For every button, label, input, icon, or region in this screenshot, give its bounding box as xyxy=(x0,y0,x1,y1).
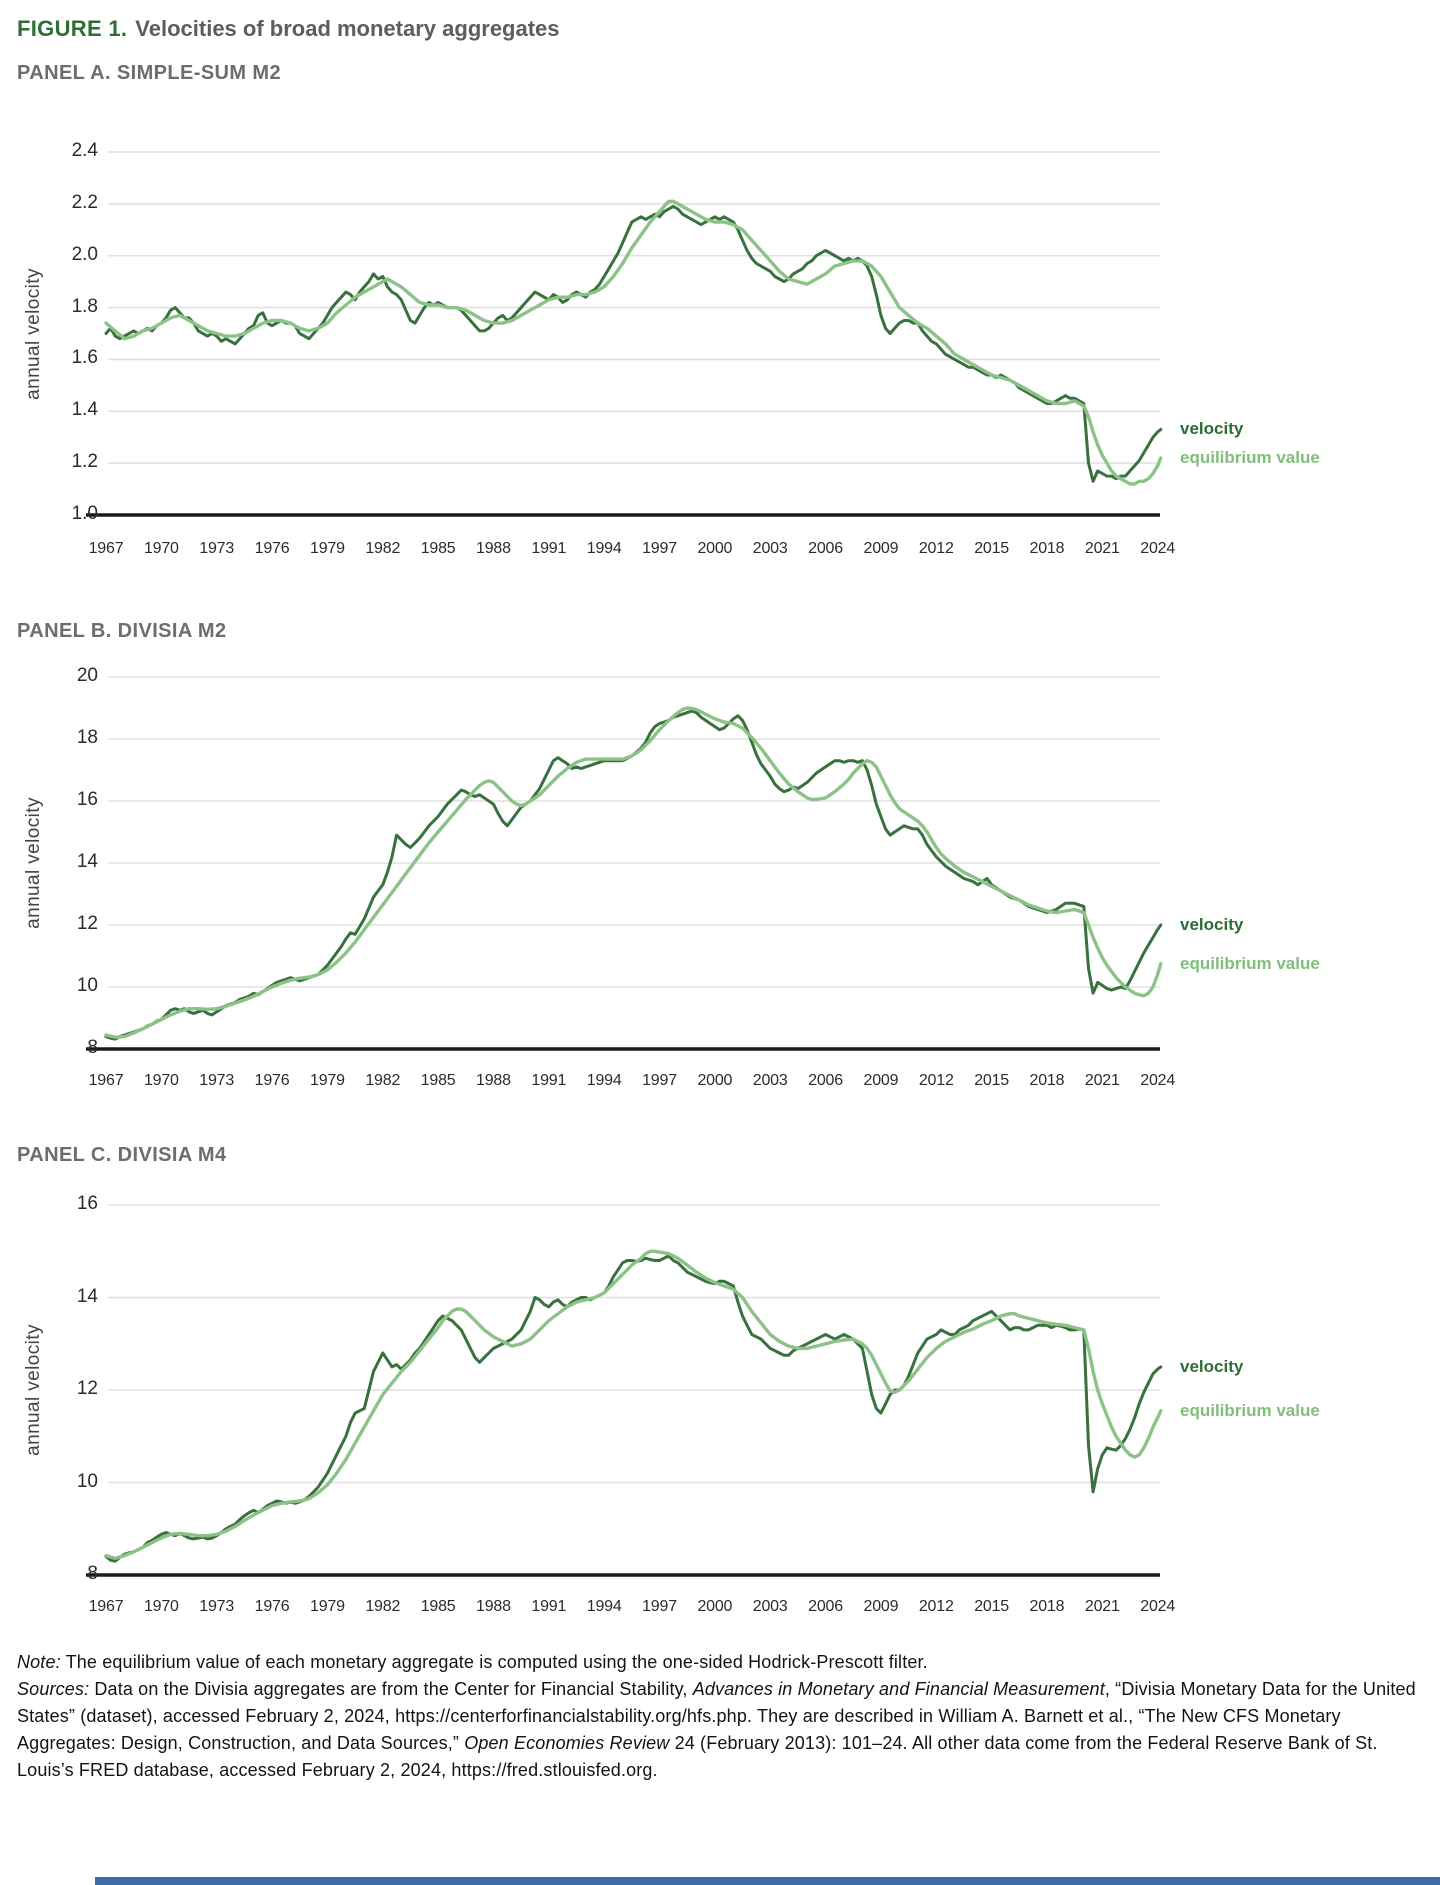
x-tick-label: 1967 xyxy=(88,1072,124,1089)
x-tick-label: 1979 xyxy=(309,540,345,557)
x-tick-label: 2015 xyxy=(974,1598,1009,1615)
x-tick-label: 2018 xyxy=(1029,1598,1065,1615)
x-tick-label: 2018 xyxy=(1029,1072,1065,1089)
x-tick-label: 2015 xyxy=(974,1072,1009,1089)
x-tick-label: 2006 xyxy=(808,540,843,557)
y-tick-label: 2.4 xyxy=(71,140,98,161)
x-tick-label: 2015 xyxy=(974,540,1009,557)
panel-c-legend-velocity: velocity xyxy=(1180,1356,1244,1376)
x-tick-label: 2021 xyxy=(1084,1072,1120,1089)
panel-a-legend-equilibrium: equilibrium value xyxy=(1180,447,1320,467)
figure-notes: Note: The equilibrium value of each mone… xyxy=(17,1652,1416,1780)
y-tick-label: 12 xyxy=(76,1378,98,1399)
x-tick-label: 1991 xyxy=(531,1072,567,1089)
y-tick-label: 10 xyxy=(76,975,98,996)
y-tick-label: 1.0 xyxy=(71,503,98,524)
y-tick-label: 2.2 xyxy=(71,191,98,213)
x-tick-label: 1988 xyxy=(476,1598,511,1615)
y-tick-label: 14 xyxy=(76,1285,98,1307)
bottom-accent-bar xyxy=(95,1877,1440,1885)
x-tick-label: 2024 xyxy=(1140,540,1176,557)
x-tick-label: 1994 xyxy=(586,1598,622,1615)
figure-number-label: FIGURE 1. xyxy=(17,16,128,41)
x-tick-label: 1979 xyxy=(309,1598,345,1615)
x-tick-label: 1973 xyxy=(199,1598,235,1615)
x-tick-label: 2012 xyxy=(918,1072,954,1089)
y-tick-label: 1.2 xyxy=(71,451,98,473)
x-tick-label: 1997 xyxy=(642,1598,677,1615)
panel-a-header: PANEL A. SIMPLE-SUM M2 xyxy=(17,62,282,84)
x-tick-label: 1976 xyxy=(254,1598,290,1615)
y-tick-label: 10 xyxy=(76,1470,98,1492)
y-tick-label: 1.6 xyxy=(71,347,98,369)
x-tick-label: 2000 xyxy=(697,1072,733,1089)
x-tick-label: 1991 xyxy=(531,540,567,557)
x-tick-label: 1970 xyxy=(143,1598,179,1615)
x-tick-label: 2021 xyxy=(1084,1598,1120,1615)
x-tick-label: 1967 xyxy=(88,1598,124,1615)
y-tick-label: 1.4 xyxy=(71,399,98,421)
x-tick-label: 2000 xyxy=(697,1598,733,1615)
x-tick-label: 2006 xyxy=(808,1598,843,1615)
y-tick-label: 14 xyxy=(76,851,98,872)
x-tick-label: 2003 xyxy=(752,540,788,557)
panel-a-legend-velocity: velocity xyxy=(1180,419,1244,439)
x-tick-label: 2003 xyxy=(752,1072,788,1089)
y-tick-label: 16 xyxy=(76,789,98,810)
y-tick-label: 12 xyxy=(76,913,98,934)
x-tick-label: 1970 xyxy=(143,540,179,557)
x-tick-label: 2024 xyxy=(1140,1598,1176,1615)
x-tick-label: 1985 xyxy=(420,1598,456,1615)
x-tick-label: 1976 xyxy=(254,540,290,557)
x-tick-label: 1985 xyxy=(420,1072,456,1089)
x-tick-label: 2003 xyxy=(752,1598,788,1615)
x-tick-label: 1985 xyxy=(420,540,456,557)
y-tick-label: 8 xyxy=(87,1037,98,1058)
x-tick-label: 1982 xyxy=(365,1072,401,1089)
panel-c-header: PANEL C. DIVISIA M4 xyxy=(17,1144,227,1166)
panel-c-legend-equilibrium: equilibrium value xyxy=(1180,1400,1320,1420)
x-tick-label: 2009 xyxy=(863,540,899,557)
x-tick-label: 1970 xyxy=(143,1072,179,1089)
y-tick-label: 20 xyxy=(76,665,98,686)
x-tick-label: 2009 xyxy=(863,1598,899,1615)
x-tick-label: 1991 xyxy=(531,1598,567,1615)
x-tick-label: 1976 xyxy=(254,1072,290,1089)
y-tick-label: 2.0 xyxy=(71,243,98,265)
x-tick-label: 1994 xyxy=(586,1072,622,1089)
y-tick-label: 8 xyxy=(87,1563,98,1584)
x-tick-label: 2000 xyxy=(697,540,733,557)
x-tick-label: 1979 xyxy=(309,1072,345,1089)
x-tick-label: 2024 xyxy=(1140,1072,1176,1089)
x-tick-label: 1982 xyxy=(365,540,401,557)
x-tick-label: 2012 xyxy=(918,540,954,557)
x-tick-label: 1967 xyxy=(88,540,124,557)
x-tick-label: 1997 xyxy=(642,1072,677,1089)
panel-b-legend-equilibrium: equilibrium value xyxy=(1180,953,1320,973)
x-tick-label: 1988 xyxy=(476,540,511,557)
x-tick-label: 1973 xyxy=(199,1072,235,1089)
x-tick-label: 1973 xyxy=(199,540,235,557)
panel-b-header: PANEL B. DIVISIA M2 xyxy=(17,620,227,642)
y-tick-label: 16 xyxy=(76,1193,98,1214)
x-tick-label: 2009 xyxy=(863,1072,899,1089)
y-tick-label: 18 xyxy=(76,727,98,748)
panel-a-y-axis-title: annual velocity xyxy=(23,268,44,400)
x-tick-label: 1982 xyxy=(365,1598,401,1615)
x-tick-label: 2006 xyxy=(808,1072,843,1089)
x-tick-label: 2021 xyxy=(1084,540,1120,557)
x-tick-label: 1988 xyxy=(476,1072,511,1089)
y-tick-label: 1.8 xyxy=(71,295,98,317)
figure-title: FIGURE 1. Velocities of broad monetary ag… xyxy=(17,16,560,42)
x-tick-label: 2018 xyxy=(1029,540,1065,557)
x-tick-label: 1994 xyxy=(586,540,622,557)
figure-title-text: Velocities of broad monetary aggregates xyxy=(135,16,560,41)
x-tick-label: 1997 xyxy=(642,540,677,557)
panel-b-legend-velocity: velocity xyxy=(1180,915,1244,934)
x-tick-label: 2012 xyxy=(918,1598,954,1615)
